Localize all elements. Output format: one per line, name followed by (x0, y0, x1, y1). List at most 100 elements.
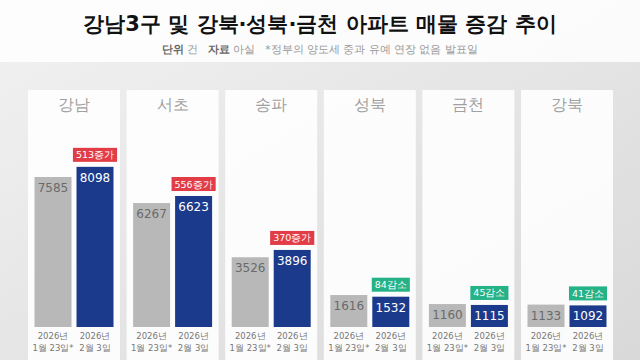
x-label: 2026년 2월 3일 (572, 331, 604, 353)
panel (225, 90, 317, 360)
x-label: 2026년 1월 23일* (32, 331, 73, 353)
bar (330, 295, 367, 327)
x-label-line: 1월 23일* (230, 343, 271, 353)
panel (127, 90, 219, 360)
x-label-line: 2026년 (178, 331, 209, 341)
panel (28, 90, 120, 360)
bar (232, 257, 269, 327)
change-badge: 84감소 (372, 278, 410, 292)
x-label: 2026년1월 23일* (131, 331, 172, 353)
data-label: 1616 (334, 299, 365, 313)
x-label: 2026년 2월 3일 (375, 331, 407, 353)
badge-bg (569, 286, 607, 300)
badge-bg (372, 278, 410, 292)
badge-bg (73, 148, 117, 162)
category-label: 성북 (354, 95, 386, 114)
x-label-line: 2026년 (235, 331, 266, 341)
x-label: 2026년 1월 23일* (328, 331, 369, 353)
bar (274, 250, 311, 327)
x-label-line: 2026년 (333, 331, 364, 341)
x-label-line: 2026년 (38, 331, 69, 341)
badge-text: 45감소 (473, 287, 505, 298)
bars (35, 167, 607, 327)
data-label: 1115 (474, 309, 505, 323)
x-label-line: 1월 23일* (427, 343, 468, 353)
bar (35, 177, 72, 327)
x-label: 2026년 2월 3일 (276, 331, 308, 353)
x-label: 2026년 1월 23일* (427, 331, 468, 353)
x-label-line: 2026년 (474, 331, 505, 341)
subtitle-part: *정부의 양도세 중과 유예 연장 없음 발표일 (265, 43, 477, 55)
bar (570, 305, 607, 327)
category-label: 송파 (255, 95, 287, 114)
bar (471, 305, 508, 327)
x-label-line: 2월 3일 (572, 343, 604, 353)
x-label: 2026년 2월 3일 (79, 331, 111, 353)
x-label-line: 2월 3일 (474, 343, 506, 353)
data-label: 1133 (531, 309, 562, 323)
bar (175, 196, 212, 327)
badge-text: 41감소 (572, 288, 604, 299)
x-label: 2026년 2월 3일 (474, 331, 506, 353)
bar (528, 305, 565, 327)
x-label: 2026년 1월 23일* (230, 331, 271, 353)
data-label: 1532 (376, 301, 407, 315)
panel (324, 90, 416, 360)
x-label-line: 2월 3일 (178, 343, 210, 353)
x-label-line: 1월 23일* (131, 343, 172, 353)
badge-text: 556증가 (175, 179, 213, 190)
badge-bg (270, 231, 314, 245)
subtitle-part: 건 (187, 43, 198, 55)
header-bg (0, 0, 640, 62)
data-label: 7585 (38, 181, 69, 195)
bar (429, 304, 466, 327)
data-label: 3526 (235, 261, 266, 275)
data-label: 8098 (80, 171, 111, 185)
x-label-line: 1월 23일* (328, 343, 369, 353)
data-label: 6267 (136, 207, 167, 221)
category-label: 강남 (58, 95, 90, 114)
subtitle: 단위건자료아실*정부의 양도세 중과 유예 연장 없음 발표일 (162, 43, 477, 55)
data-label: 1092 (573, 309, 604, 323)
panel (521, 90, 613, 360)
x-label-line: 2026년 (531, 331, 562, 341)
x-label-line: 2월 3일 (276, 343, 308, 353)
change-badge: 45감소 (470, 286, 508, 300)
badge-text: 370증가 (273, 232, 311, 243)
bar (133, 203, 170, 327)
x-label: 2026년 2월 3일 (178, 331, 210, 353)
data-label: 6623 (178, 200, 209, 214)
background (0, 0, 640, 360)
badge-text: 84감소 (375, 279, 407, 290)
category-label: 서초 (157, 95, 189, 114)
change-badge: 370증가 (270, 231, 314, 245)
x-label: 2026년 1월 23일* (525, 331, 566, 353)
badge-bg (470, 286, 508, 300)
chart-root: 강남3구 및 강북·성북·금천 아파트 매물 증감 추이단위건자료아실*정부의 … (0, 0, 640, 360)
bar (372, 297, 409, 327)
badge-bg (172, 177, 216, 191)
x-label-line: 1월 23일* (32, 343, 73, 353)
data-label: 1160 (432, 308, 463, 322)
change-badge: 41감소 (569, 286, 607, 300)
x-label-line: 2026년 (573, 331, 604, 341)
x-label-line: 2월 3일 (79, 343, 111, 353)
change-badge: 513증가 (73, 148, 117, 162)
x-label-line: 2월 3일 (375, 343, 407, 353)
bar (77, 167, 114, 327)
badge-text: 513증가 (76, 149, 114, 160)
x-label-line: 2026년 (277, 331, 308, 341)
x-label-line: 1월 23일* (525, 343, 566, 353)
x-label-line: 2026년 (80, 331, 111, 341)
title: 강남3구 및 강북·성북·금천 아파트 매물 증감 추이 (83, 12, 556, 36)
labels: 7585 2026년 1월 23일* 6267 2026년 1월 23일* 3526 2026… (32, 171, 603, 353)
subtitle-part: 아실 (233, 43, 255, 55)
data-label: 3896 (277, 254, 308, 268)
category-label: 강북 (551, 95, 583, 114)
panel (422, 90, 514, 360)
change-badge: 556증가 (172, 177, 216, 191)
subtitle-part: 자료 (208, 43, 230, 55)
x-label-line: 2026년 (375, 331, 406, 341)
x-label-line: 2026년 (432, 331, 463, 341)
category-label: 금천 (452, 95, 484, 114)
